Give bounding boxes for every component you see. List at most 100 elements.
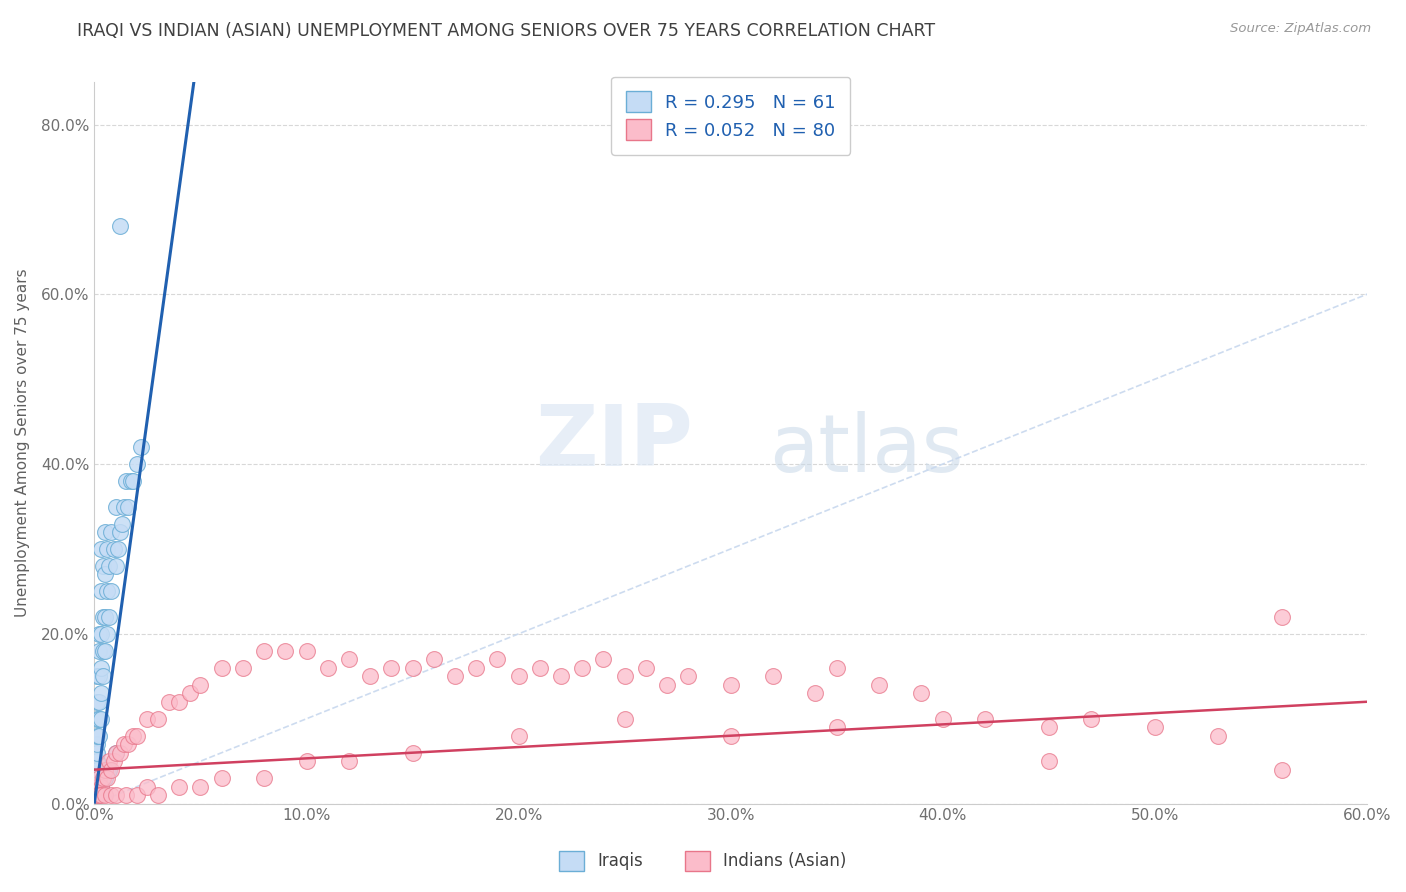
Point [87,695,110,709]
Point [98,754,121,768]
Point [169,695,191,709]
Point [1143,720,1166,734]
Point [90,686,112,700]
Point [86,788,108,802]
Point [96,771,118,785]
Point [90,584,112,599]
Point [115,474,138,488]
Legend: Iraqis, Indians (Asian): Iraqis, Indians (Asian) [551,842,855,880]
Point [274,644,297,658]
Point [129,440,152,454]
Point [190,780,212,794]
Point [86,669,108,683]
Point [613,712,636,726]
Point [825,720,848,734]
Point [112,737,135,751]
Point [359,669,381,683]
Point [87,771,110,785]
Point [104,558,127,573]
Point [571,661,593,675]
Point [96,541,118,556]
Point [98,610,121,624]
Point [87,644,110,658]
Point [146,788,169,802]
Point [508,669,530,683]
Point [87,788,110,802]
Point [157,695,180,709]
Point [1038,720,1060,734]
Point [86,771,108,785]
Point [253,771,276,785]
Point [108,219,131,234]
Point [90,780,112,794]
Point [90,541,112,556]
Point [87,712,110,726]
Point [94,644,117,658]
Point [90,788,112,802]
Point [655,678,678,692]
Point [211,661,233,675]
Point [634,661,657,675]
Point [90,661,112,675]
Point [104,746,127,760]
Point [91,669,114,683]
Point [86,788,108,802]
Point [104,500,127,514]
Point [592,652,614,666]
Point [86,712,108,726]
Point [87,729,110,743]
Point [91,771,114,785]
Point [508,729,530,743]
Point [232,661,254,675]
Point [91,610,114,624]
Point [98,763,121,777]
Point [762,669,785,683]
Point [1208,729,1230,743]
Point [169,780,191,794]
Point [550,669,572,683]
Point [380,661,402,675]
Text: ZIP: ZIP [534,401,692,484]
Point [117,737,139,751]
Point [108,746,131,760]
Point [90,712,112,726]
Text: atlas: atlas [769,411,963,489]
Point [486,652,509,666]
Point [337,754,360,768]
Point [94,771,117,785]
Point [91,644,114,658]
Text: IRAQI VS INDIAN (ASIAN) UNEMPLOYMENT AMONG SENIORS OVER 75 YEARS CORRELATION CHA: IRAQI VS INDIAN (ASIAN) UNEMPLOYMENT AMO… [77,22,935,40]
Point [108,524,131,539]
Point [179,686,201,700]
Point [86,754,108,768]
Point [253,644,276,658]
Point [87,788,110,802]
Point [804,686,827,700]
Point [107,541,129,556]
Point [931,712,953,726]
Point [91,771,114,785]
Point [94,610,117,624]
Point [100,788,122,802]
Point [94,524,117,539]
Point [125,788,148,802]
Point [100,763,122,777]
Point [100,584,122,599]
Point [94,788,117,802]
Point [87,627,110,641]
Point [868,678,890,692]
Point [104,788,127,802]
Point [86,788,108,802]
Y-axis label: Unemployment Among Seniors over 75 years: Unemployment Among Seniors over 75 years [15,268,30,617]
Point [190,678,212,692]
Point [104,746,127,760]
Point [422,652,444,666]
Point [121,729,143,743]
Point [1080,712,1102,726]
Point [86,737,108,751]
Point [103,541,125,556]
Point [613,669,636,683]
Point [87,780,110,794]
Point [720,678,742,692]
Point [125,729,148,743]
